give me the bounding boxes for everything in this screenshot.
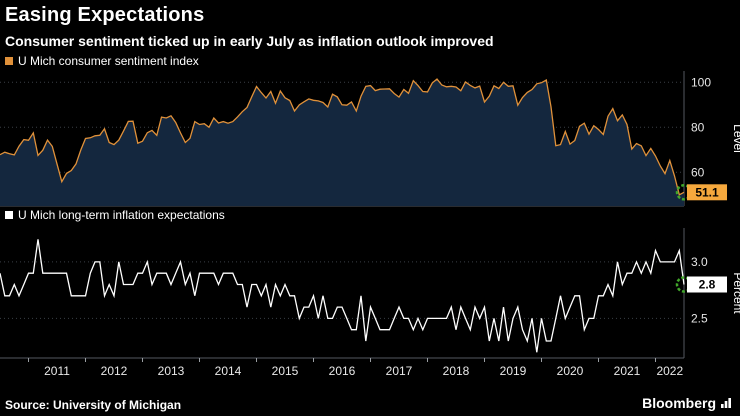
svg-text:2017: 2017 <box>386 364 413 378</box>
svg-text:51.1: 51.1 <box>695 185 719 199</box>
legend-inflation: U Mich long-term inflation expectations <box>5 208 225 222</box>
bloomberg-chart-icon <box>721 398 731 408</box>
legend-label-sentiment: U Mich consumer sentiment index <box>18 54 199 68</box>
bloomberg-wordmark: Bloomberg <box>642 395 716 411</box>
svg-text:2.8: 2.8 <box>699 278 716 292</box>
svg-text:60: 60 <box>691 165 705 179</box>
svg-text:3.0: 3.0 <box>691 255 708 269</box>
svg-text:2018: 2018 <box>443 364 470 378</box>
source-attribution: Source: University of Michigan <box>5 398 182 412</box>
svg-text:100: 100 <box>691 75 711 89</box>
svg-text:2022: 2022 <box>656 364 683 378</box>
legend-swatch-inflation-icon <box>5 211 13 219</box>
svg-text:2011: 2011 <box>44 364 70 378</box>
legend-sentiment: U Mich consumer sentiment index <box>5 54 199 68</box>
svg-text:2013: 2013 <box>158 364 185 378</box>
bloomberg-logo: Bloomberg <box>642 395 732 411</box>
inflation-expectations-chart: 3.0 2.5 2011 2012 2013 2014 2015 2016 2017 2018 20… <box>0 228 740 378</box>
svg-text:Level: Level <box>731 124 740 153</box>
svg-text:2021: 2021 <box>614 364 641 378</box>
svg-text:2014: 2014 <box>215 364 242 378</box>
svg-text:2012: 2012 <box>101 364 128 378</box>
svg-text:2019: 2019 <box>500 364 527 378</box>
svg-text:Percent: Percent <box>731 272 740 314</box>
header: Easing Expectations Consumer sentiment t… <box>5 4 494 49</box>
svg-text:2.5: 2.5 <box>691 311 708 325</box>
chart-subtitle: Consumer sentiment ticked up in early Ju… <box>5 33 494 49</box>
svg-text:80: 80 <box>691 120 705 134</box>
consumer-sentiment-chart: 100 80 60 51.1 Level <box>0 71 740 207</box>
legend-label-inflation: U Mich long-term inflation expectations <box>18 208 225 222</box>
page-title: Easing Expectations <box>5 4 205 26</box>
svg-text:2016: 2016 <box>329 364 356 378</box>
svg-text:2015: 2015 <box>272 364 299 378</box>
svg-text:2020: 2020 <box>557 364 584 378</box>
legend-swatch-sentiment-icon <box>5 57 13 65</box>
